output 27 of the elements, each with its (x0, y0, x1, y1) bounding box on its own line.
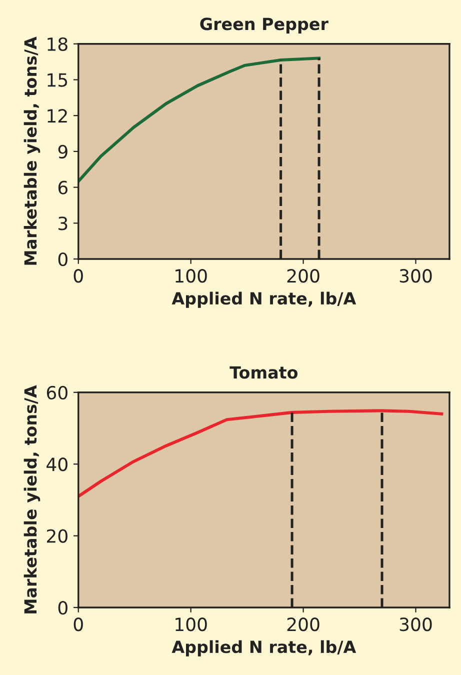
chart-title: Green Pepper (200, 18, 328, 34)
y-tick-label: 60 (46, 386, 68, 400)
x-axis-title: Applied N rate, lb/A (172, 292, 356, 308)
y-tick-label: 12 (48, 109, 67, 122)
y-tick-label: 0 (58, 600, 68, 615)
y-tick-label: 3 (58, 216, 68, 230)
y-tick-label: 0 (58, 252, 68, 266)
y-tick-label: 20 (46, 529, 68, 543)
y-tick-label: 40 (46, 458, 68, 472)
y-tick-label: 15 (48, 73, 68, 87)
x-tick-label: 300 (400, 269, 432, 283)
y-axis-title: Marketable yield, tons/A (24, 36, 40, 265)
y-tick-label: 6 (58, 180, 68, 194)
x-tick-label: 300 (400, 618, 432, 632)
line-series (78, 56, 321, 183)
x-tick-label: 200 (287, 269, 320, 283)
x-tick-label: 0 (74, 269, 83, 283)
x-tick-label: 0 (74, 618, 83, 632)
y-tick-label: 18 (48, 37, 68, 51)
x-tick-label: 200 (287, 618, 320, 632)
y-axis-title: Marketable yield, tons/A (24, 385, 40, 614)
y-tick-label: 9 (58, 144, 68, 159)
x-tick-label: 100 (176, 618, 207, 632)
chart-title: Tomato (230, 366, 298, 379)
x-tick-label: 100 (176, 269, 207, 283)
line-series (78, 409, 444, 498)
x-axis-title: Applied N rate, lb/A (172, 640, 356, 656)
